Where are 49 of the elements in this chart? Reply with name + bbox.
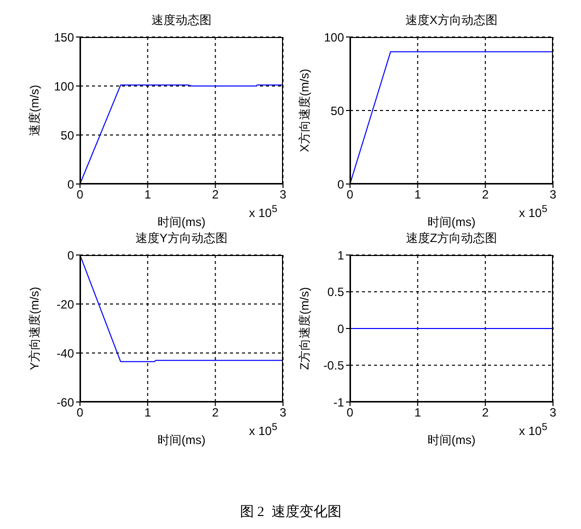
y-tick-label: 100: [54, 79, 74, 94]
x-axis-title: 时间(ms): [428, 433, 476, 447]
x-tick-label: 0: [76, 188, 84, 202]
y-tick-label: 50: [60, 128, 74, 142]
x-tick-label: 3: [550, 188, 557, 202]
x-tick-label: 2: [212, 406, 219, 420]
y-tick-label: 0: [67, 248, 74, 262]
y-tick-label: -0.5: [323, 358, 344, 373]
x-tick-label: 0: [76, 406, 84, 420]
x-tick-label: 0: [346, 188, 354, 202]
y-tick-label: -60: [56, 395, 74, 410]
y-tick-label: 150: [54, 30, 74, 44]
chart-title: 速度X方向动态图: [404, 12, 498, 29]
y-tick-label: 50: [330, 104, 344, 118]
x-tick-label: 2: [482, 188, 489, 202]
y-tick-label: 0: [337, 177, 344, 192]
chart-title: 速度Y方向动态图: [134, 230, 228, 247]
text: x 10$^{5}$: [249, 422, 278, 438]
text: x 10$^{5}$: [519, 422, 548, 438]
y-axis-title: Y方向速度(m/s): [27, 286, 42, 370]
text: x 10$^{5}$: [519, 204, 548, 220]
y-tick-label: 0: [67, 177, 74, 192]
y-tick-label: -20: [56, 297, 74, 312]
x-tick-label: 3: [550, 406, 557, 420]
x-axis-title: 时间(ms): [158, 215, 206, 229]
y-tick-label: -40: [56, 346, 74, 360]
chart-title: 速度Z方向动态图: [404, 230, 498, 247]
y-axis-title: 速度(m/s): [27, 84, 42, 136]
x-tick-label: 3: [280, 188, 287, 202]
y-axis-title: X方向速度(m/s): [297, 68, 312, 152]
y-tick-label: 100: [324, 30, 344, 44]
y-axis-title: Z方向速度(m/s): [297, 287, 312, 370]
x-tick-label: 2: [482, 406, 489, 420]
x-tick-label: 0: [346, 406, 354, 420]
x-tick-label: 1: [414, 406, 422, 420]
chart-title: 速度动态图: [150, 12, 212, 29]
x-tick-label: 1: [144, 188, 152, 202]
x-axis-title: 时间(ms): [428, 215, 476, 229]
x-tick-label: 1: [414, 188, 422, 202]
y-tick-label: 0: [337, 322, 344, 336]
x-tick-label: 3: [280, 406, 287, 420]
text: x 10$^{5}$: [249, 204, 278, 220]
caption: 图 2 速度变化图: [238, 503, 342, 521]
x-tick-label: 2: [212, 188, 219, 202]
x-axis-title: 时间(ms): [158, 433, 206, 447]
y-tick-label: 1: [337, 248, 344, 262]
x-tick-label: 1: [144, 406, 152, 420]
y-tick-label: 0.5: [327, 285, 344, 300]
y-tick-label: -1: [333, 395, 344, 410]
